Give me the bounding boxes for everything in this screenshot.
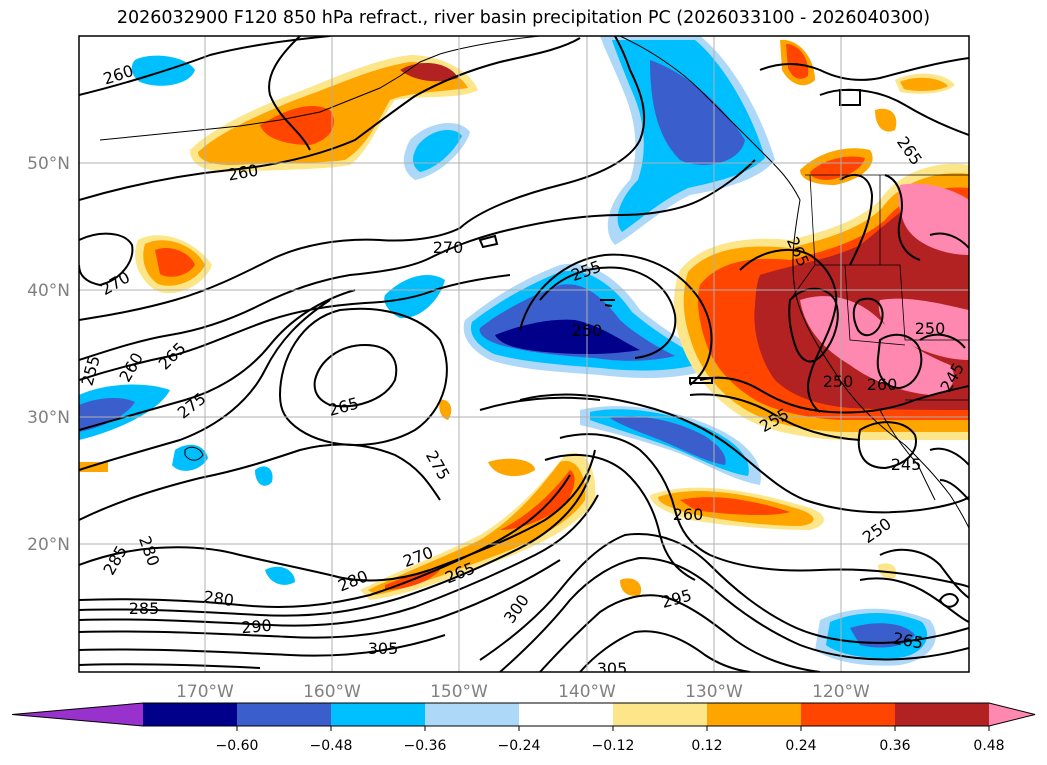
- lon-label-130w: 130°W: [685, 682, 743, 702]
- lat-label-20n: 20°N: [27, 535, 70, 555]
- colorbar-swatch: [707, 703, 802, 726]
- lat-label-50n: 50°N: [27, 154, 70, 174]
- contour-label: 305: [597, 659, 628, 678]
- colorbar-extend-low: [12, 703, 143, 726]
- colorbar-swatch: [143, 703, 238, 726]
- map-title: 2026032900 F120 850 hPa refract., river …: [116, 8, 931, 28]
- map-frame: [78, 35, 970, 673]
- colorbar-swatch: [519, 703, 614, 726]
- precip-shading: [79, 36, 969, 666]
- contour-label: 245: [891, 455, 922, 474]
- refractivity-contours: [79, 36, 969, 672]
- contour-label: 270: [433, 238, 464, 257]
- colorbar: −0.60 −0.48 −0.36 −0.24 −0.12 0.12 0.24 0.36 0.4…: [11, 702, 1036, 754]
- colorbar-tick-label: 0.48: [973, 738, 1004, 754]
- lon-label-140w: 140°W: [558, 682, 616, 702]
- colorbar-tick-label: −0.12: [592, 738, 635, 754]
- colorbar-tick-label: −0.24: [498, 738, 541, 754]
- map-plot-area: 260 260 265 270 270 255 260 265 275 265 …: [79, 36, 969, 678]
- colorbar-swatch: [613, 703, 708, 726]
- contour-label: 280: [202, 587, 235, 610]
- colorbar-tick-label: 0.24: [785, 738, 816, 754]
- lon-label-120w: 120°W: [812, 682, 870, 702]
- contour-label: 290: [240, 616, 272, 638]
- lon-label-160w: 160°W: [303, 682, 361, 702]
- colorbar-swatch: [331, 703, 426, 726]
- colorbar-labels: −0.60 −0.48 −0.36 −0.24 −0.12 0.12 0.24 0.36 0.4…: [216, 738, 1005, 754]
- contour-label: 260: [867, 375, 898, 394]
- lat-label-40n: 40°N: [27, 281, 70, 301]
- lon-label-170w: 170°W: [176, 682, 234, 702]
- colorbar-extend-high: [989, 703, 1035, 726]
- colorbar-swatches: [11, 702, 1036, 727]
- colorbar-outline: [11, 702, 1036, 727]
- colorbar-swatch: [237, 703, 332, 726]
- contour-label: 285: [129, 599, 160, 618]
- latitude-labels: 50°N 40°N 30°N 20°N: [27, 154, 70, 555]
- lat-label-30n: 30°N: [27, 408, 70, 428]
- colorbar-ticks: [236, 726, 990, 731]
- graticule: [79, 36, 969, 672]
- lon-label-150w: 150°W: [430, 682, 488, 702]
- contour-label: 250: [572, 321, 603, 340]
- colorbar-swatch: [895, 703, 990, 726]
- contour-label: 260: [673, 505, 704, 524]
- contour-label: 305: [368, 639, 399, 658]
- colorbar-tick-label: 0.36: [879, 738, 910, 754]
- colorbar-swatch: [801, 703, 896, 726]
- longitude-labels: 170°W 160°W 150°W 140°W 130°W 120°W: [176, 682, 870, 702]
- contour-label: 250: [823, 372, 854, 391]
- contour-label: 250: [915, 319, 946, 338]
- colorbar-swatch: [425, 703, 520, 726]
- colorbar-tick-label: 0.12: [691, 738, 722, 754]
- colorbar-tick-label: −0.36: [404, 738, 447, 754]
- colorbar-tick-label: −0.60: [216, 738, 259, 754]
- colorbar-tick-label: −0.48: [310, 738, 353, 754]
